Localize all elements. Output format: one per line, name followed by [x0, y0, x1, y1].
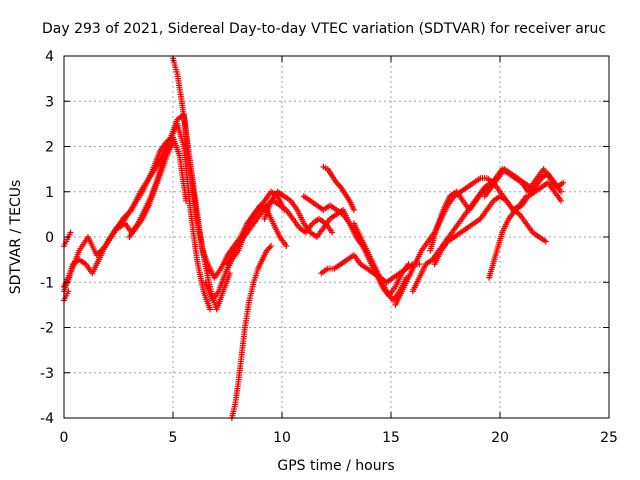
- data-point-marker: [542, 238, 549, 245]
- x-tick-label: 5: [169, 430, 178, 446]
- y-tick-label: 2: [45, 140, 54, 156]
- data-point-marker: [283, 243, 290, 250]
- series-arc-6: [126, 138, 176, 240]
- series-arc-7: [170, 55, 233, 313]
- series-arc-10: [228, 243, 275, 421]
- data-points: [61, 55, 567, 421]
- series-arc-9: [202, 188, 288, 304]
- series-arc-21: [486, 179, 565, 281]
- data-point-marker: [558, 188, 565, 195]
- data-point-marker: [560, 179, 567, 186]
- y-tick-label: 3: [45, 94, 54, 110]
- y-tick-label: -2: [40, 321, 54, 337]
- x-tick-label: 0: [60, 430, 69, 446]
- chart-title: Day 293 of 2021, Sidereal Day-to-day VTE…: [42, 21, 606, 37]
- grid-lines: [64, 56, 609, 418]
- data-point-marker: [268, 243, 275, 250]
- y-tick-label: 4: [45, 49, 54, 65]
- x-tick-label: 25: [600, 430, 618, 446]
- x-axis-title: GPS time / hours: [277, 458, 394, 474]
- series-arc-3: [61, 229, 74, 250]
- axis-ticks: [63, 55, 610, 419]
- series-arc-8: [198, 202, 290, 281]
- series-arc-11: [224, 197, 336, 268]
- y-tick-labels: 4 3 2 1 0 -1 -2 -3 -4: [40, 49, 54, 427]
- series-arc-22: [481, 166, 567, 200]
- x-tick-labels: 0 5 10 15 20 25: [60, 430, 618, 446]
- y-tick-label: -4: [40, 411, 54, 427]
- series-arc-4: [61, 288, 72, 304]
- y-axis-title: SDTVAR / TECUs: [8, 180, 24, 295]
- data-point-marker: [170, 138, 176, 145]
- y-tick-label: 1: [45, 185, 54, 201]
- data-point-marker: [67, 229, 74, 236]
- x-tick-label: 10: [273, 430, 291, 446]
- data-point-marker: [350, 206, 357, 213]
- y-tick-label: -3: [40, 366, 54, 382]
- x-tick-label: 15: [382, 430, 400, 446]
- series-arc-14: [320, 163, 357, 213]
- data-point-marker: [65, 288, 72, 295]
- x-tick-label: 20: [491, 430, 509, 446]
- series-arc-13: [300, 193, 412, 299]
- data-point-marker: [329, 229, 336, 236]
- y-tick-label: 0: [45, 230, 54, 246]
- data-point-marker: [207, 306, 214, 313]
- y-tick-label: -1: [40, 275, 54, 291]
- series-arc-1: [61, 134, 190, 290]
- data-point-marker: [558, 197, 565, 204]
